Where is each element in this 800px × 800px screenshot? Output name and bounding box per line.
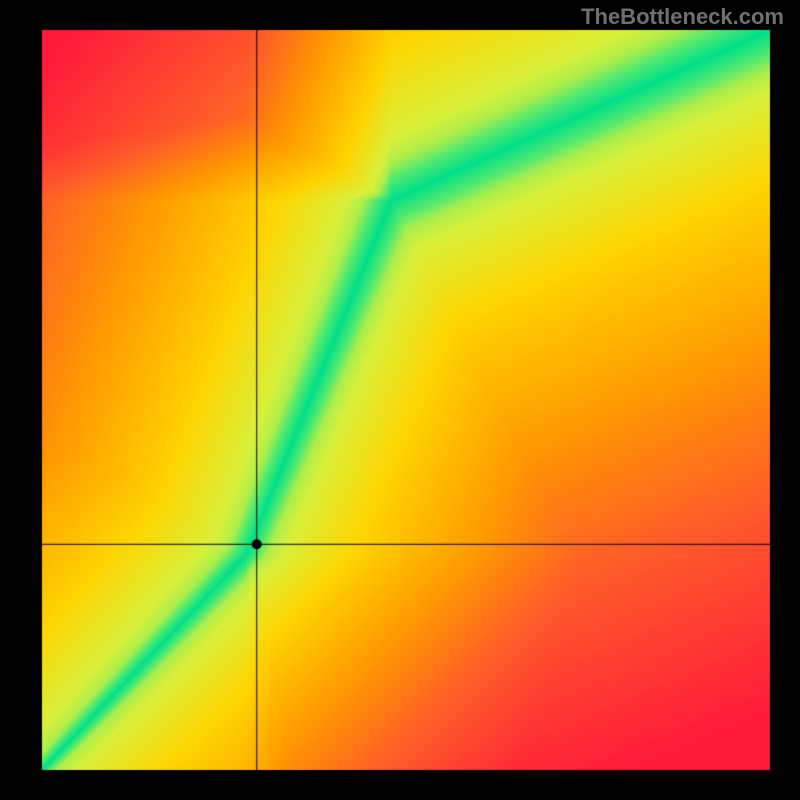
watermark-text: TheBottleneck.com (581, 4, 784, 30)
heatmap-canvas (0, 0, 800, 800)
chart-container: TheBottleneck.com (0, 0, 800, 800)
